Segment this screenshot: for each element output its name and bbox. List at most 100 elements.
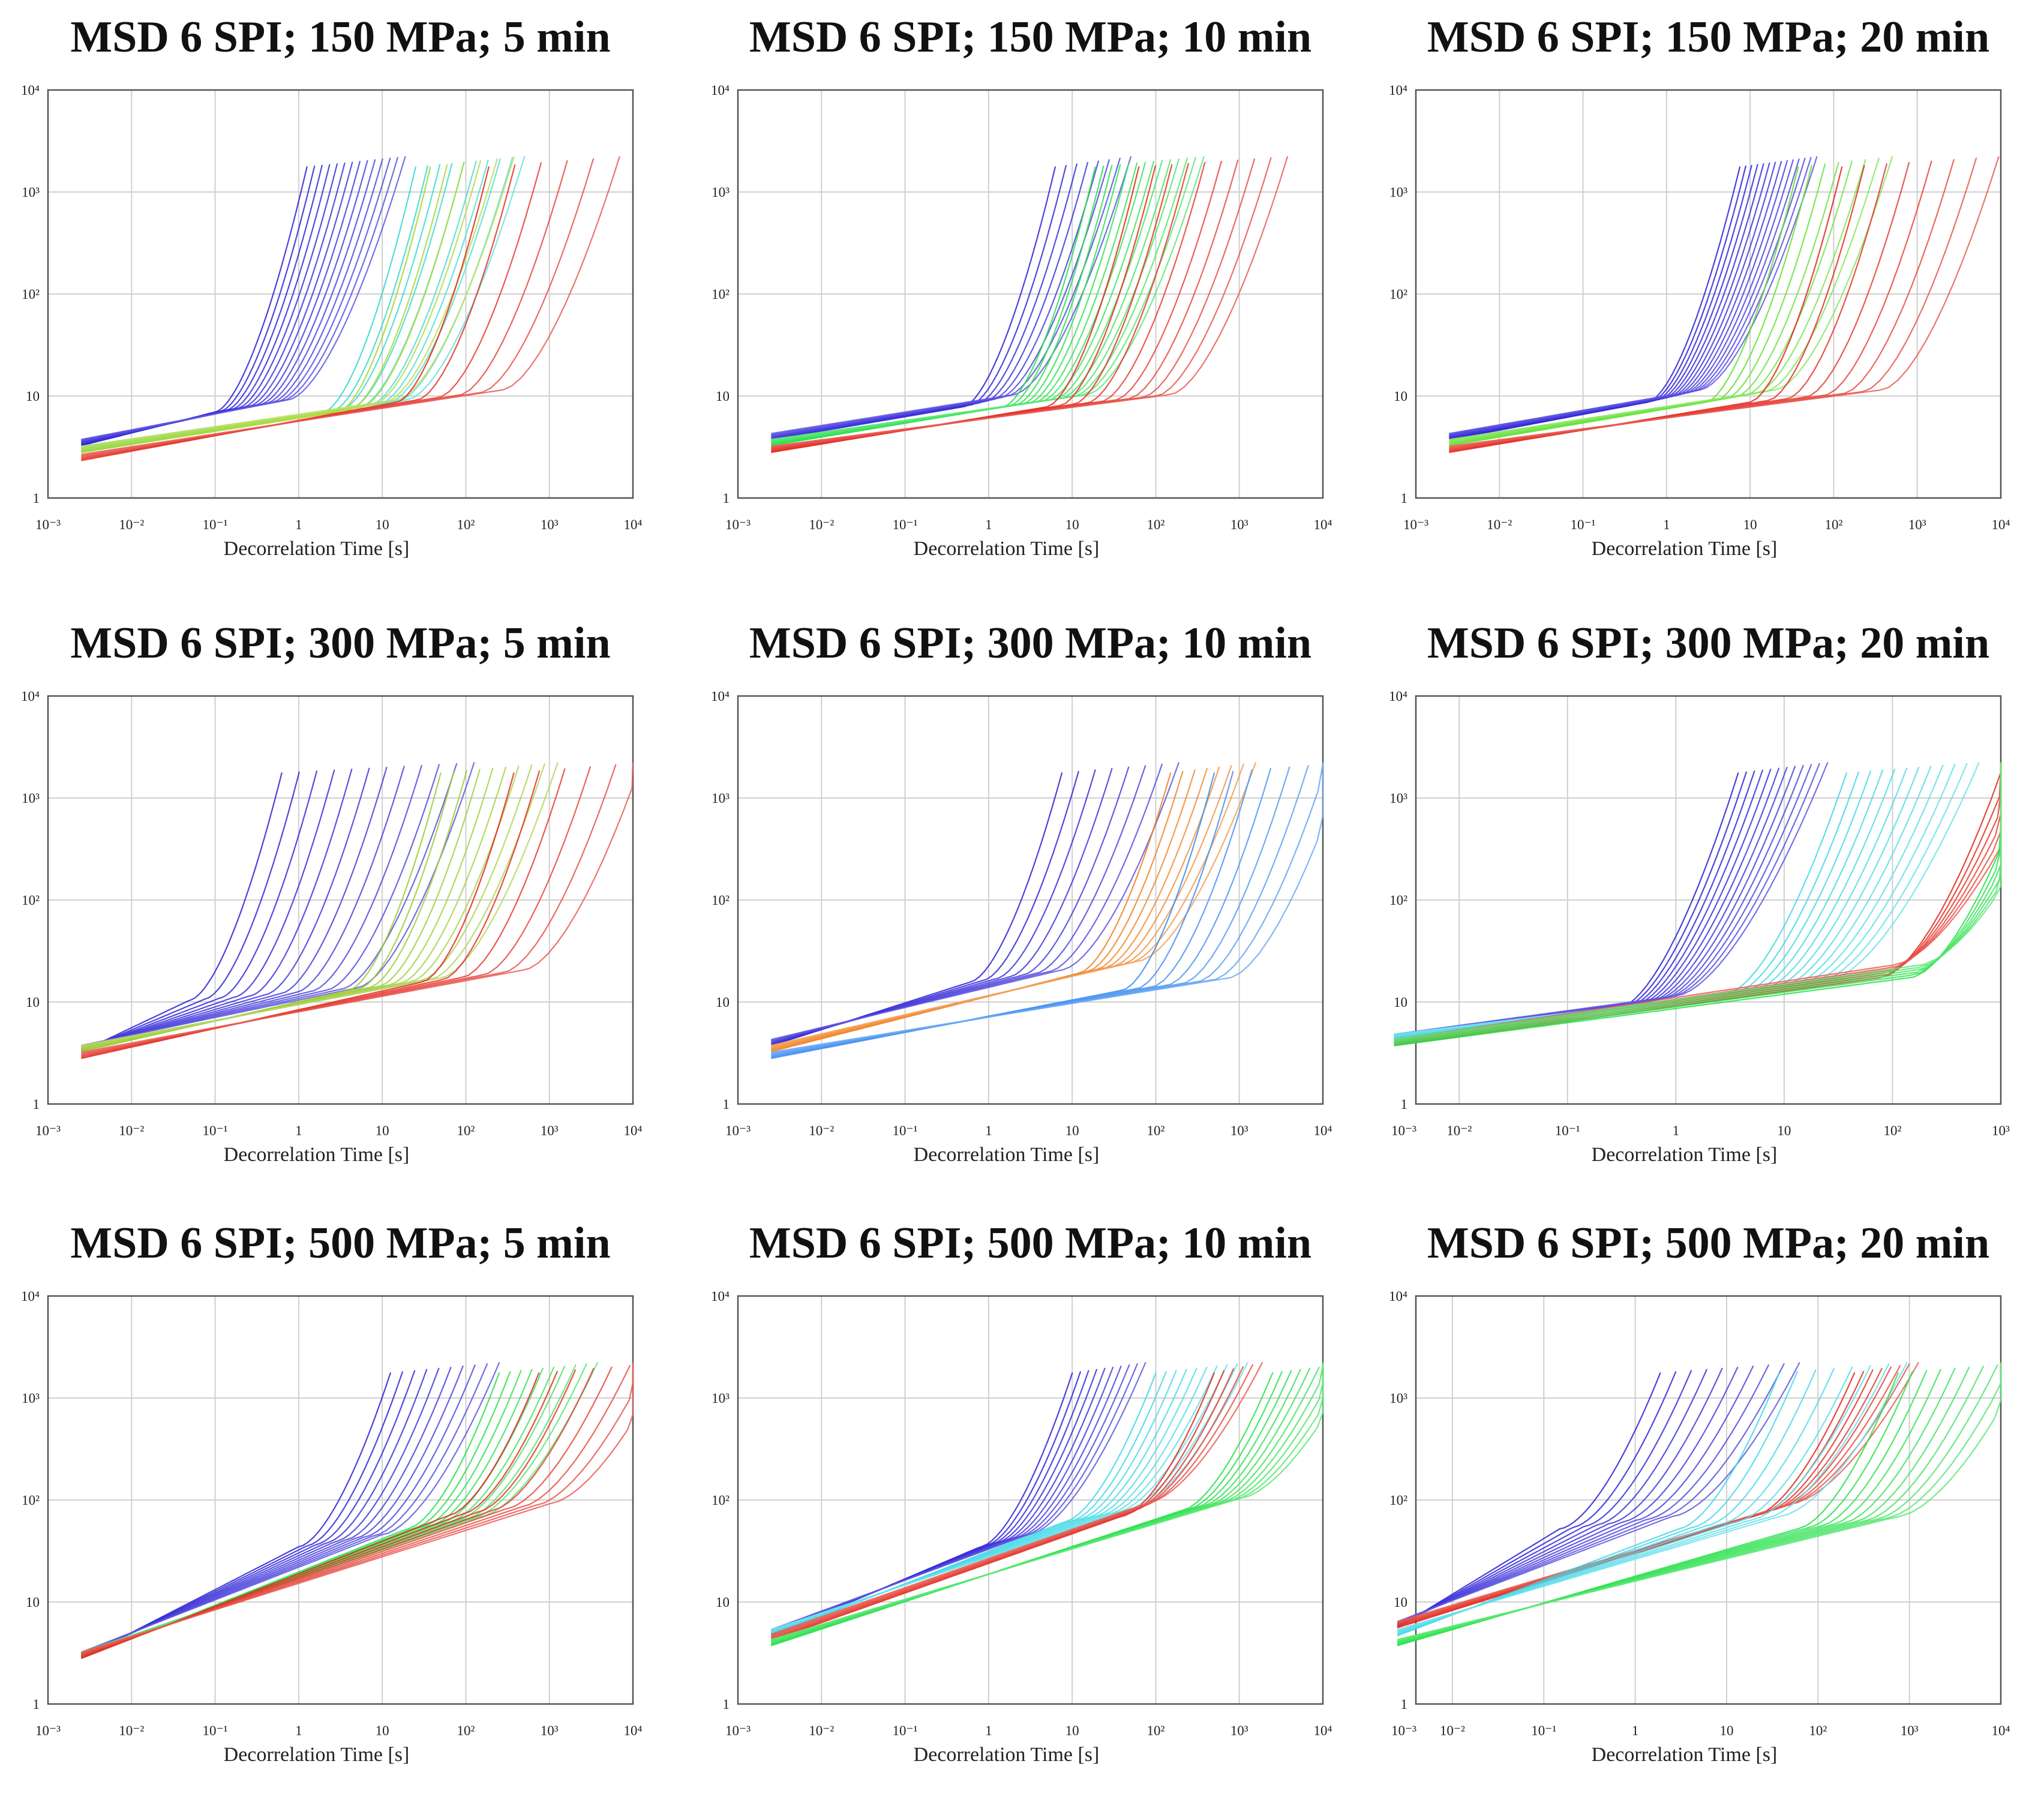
msd-curve [771,1371,1167,1636]
x-tick-label: 10⁻² [1440,1723,1465,1738]
msd-curve [771,161,1146,443]
x-tick-label: 1 [1632,1723,1639,1738]
plot-frame [47,89,634,499]
series-red [771,156,1289,454]
x-axis-label: Decorrelation Time [s] [1592,1144,1778,1166]
plot-frame [737,1295,1324,1705]
msd-curve [771,769,1196,1051]
series-blue [80,762,475,1052]
x-tick-label: 10² [1824,517,1842,532]
x-tick-label: 10⁻¹ [203,1723,228,1738]
x-tick-label: 10⁻³ [725,1123,751,1138]
msd-curve [1394,766,1920,1038]
msd-curve [81,156,515,447]
msd-curve [81,762,634,1053]
x-tick-label: 1 [985,1123,992,1138]
y-tick-label: 10² [712,893,730,908]
x-tick-label: 1 [985,1723,992,1738]
chart-title: MSD 6 SPI; 300 MPa; 5 min [70,619,611,668]
series-lightblue [771,762,1324,1060]
x-tick-label: 10⁻³ [725,517,751,532]
x-tick-label: 10 [1743,517,1757,532]
msd-curve [81,764,423,1048]
msd-curve [81,160,482,449]
series-blue [1397,1361,1800,1628]
msd-curve [771,165,1157,452]
x-axis-label: Decorrelation Time [s] [224,1744,410,1766]
chart-title: MSD 6 SPI; 150 MPa; 20 min [1427,13,1990,62]
msd-curve [771,770,1184,1052]
chart-svg: 1 10 10² 10³ 10⁴ 10⁻³ 10⁻² 10⁻¹ 1 10 10² 10³ 10⁴ Deco… [711,689,1332,1166]
chart-title: MSD 6 SPI; 500 MPa; 5 min [70,1219,611,1268]
plot-frame [1415,89,2002,499]
x-tick-label: 10⁻² [1446,1123,1472,1138]
y-tick-label: 10⁴ [711,689,730,704]
msd-curve [81,765,520,1048]
msd-curve [81,156,620,455]
y-tick-label: 10⁴ [1389,689,1407,704]
msd-curve [80,1363,488,1654]
msd-curve [81,770,318,1051]
y-tick-label: 1 [1401,1697,1408,1712]
msd-curve [81,157,399,441]
msd-curve [1449,160,1932,450]
msd-curve [81,1370,559,1658]
msd-curve [81,766,592,1055]
msd-curve [80,1372,540,1660]
y-tick-label: 10⁴ [21,1289,40,1304]
msd-curve [1397,1361,1908,1631]
series-cyan [1397,1361,1908,1637]
x-tick-label: 1 [1663,517,1670,532]
x-tick-label: 1 [295,1723,302,1738]
msd-curve [771,1364,1254,1636]
msd-chart-panel: MSD 6 SPI; 150 MPa; 5 min 1 10 10² 10³ 10⁴ 10⁻… [0,12,690,606]
x-tick-label: 10 [1065,517,1079,532]
y-tick-label: 10 [716,389,730,404]
chart-title: MSD 6 SPI; 150 MPa; 10 min [749,13,1312,62]
y-tick-label: 10³ [1389,791,1407,806]
series-green [771,1362,1324,1646]
msd-curve [771,160,1163,443]
y-tick-label: 10² [712,1493,730,1508]
y-tick-label: 10 [1394,1595,1407,1610]
series-green [1397,1362,2002,1646]
msd-curve [80,1365,464,1655]
y-tick-label: 10³ [712,185,730,200]
chart-svg: 1 10 10² 10³ 10⁴ 10⁻³ 10⁻² 10⁻¹ 1 10 10² 10³ 10⁴ Deco… [21,689,643,1166]
x-tick-label: 10⁻² [119,1123,144,1138]
msd-curve [771,164,1067,440]
x-tick-label: 10⁻¹ [893,1123,918,1138]
msd-curve [81,160,477,450]
y-tick-label: 1 [33,1097,40,1112]
chart-svg: 1 10 10² 10³ 10⁴ 10⁻³ 10⁻² 10⁻¹ 1 10 10² 10³ 10⁴ Deco… [21,83,643,560]
msd-curve [1397,1371,1677,1628]
msd-curve [1449,156,2000,447]
x-axis-label: Decorrelation Time [s] [1592,538,1778,560]
x-tick-label: 10 [1777,1123,1791,1138]
x-tick-label: 10³ [1992,1123,2010,1138]
y-tick-label: 10 [1394,995,1407,1010]
x-tick-label: 10 [1065,1723,1079,1738]
msd-curve [1394,772,2002,1046]
msd-curve [771,1361,1263,1635]
msd-curve [1397,1361,1800,1622]
series-blue [80,1362,500,1659]
series-red [81,762,634,1060]
x-tick-label: 10 [376,517,389,532]
plot-frame [47,695,634,1105]
msd-curve [771,762,1324,1053]
msd-curve [771,769,1096,1045]
x-axis-label: Decorrelation Time [s] [914,538,1100,560]
y-tick-label: 1 [1401,491,1408,506]
y-tick-label: 1 [33,1697,40,1712]
series-blue [1449,156,1818,440]
series-red [771,1361,1263,1642]
msd-curve [80,771,301,1052]
msd-curve [81,162,465,451]
chart-title: MSD 6 SPI; 300 MPa; 10 min [749,619,1312,668]
msd-chart-panel: MSD 6 SPI; 300 MPa; 5 min 1 10 10² 10³ 10⁴ 10⁻… [0,618,690,1212]
msd-curve [771,163,1190,451]
msd-curve [771,156,1132,434]
msd-curve [771,1370,1177,1636]
msd-curve [771,164,1173,452]
